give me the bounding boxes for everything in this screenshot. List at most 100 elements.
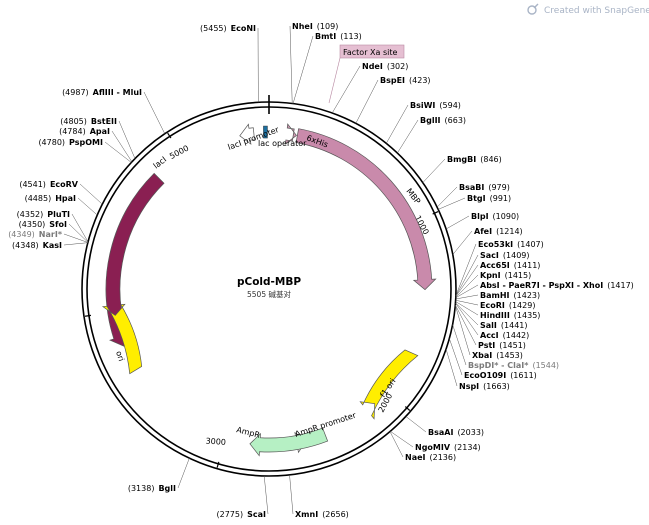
plasmid-name: pCold-MBP	[237, 276, 301, 288]
site-position: (1441)	[501, 321, 528, 330]
site-name: BamHI	[480, 291, 510, 300]
site-position: (594)	[439, 101, 461, 110]
site-position: (979)	[488, 183, 510, 192]
restriction-site: BsaAI (2033)	[428, 428, 484, 437]
ori-feature	[101, 303, 143, 375]
site-name: XmnI	[295, 510, 318, 519]
site-name: SfoI	[49, 220, 67, 229]
AmpR-feature	[249, 427, 329, 457]
restriction-site: (4805) BstEII	[60, 117, 117, 126]
site-position: (991)	[490, 194, 512, 203]
restriction-site: AbsI - PaeR7I - PspXI - XhoI (1417)	[480, 281, 634, 290]
site-position: (1611)	[510, 371, 537, 380]
restriction-site: BlpI (1090)	[471, 212, 519, 221]
watermark: Created with SnapGene®	[527, 3, 649, 16]
snapgene-logo-icon	[527, 3, 539, 15]
site-name: EcoRV	[50, 180, 79, 189]
tick-mark	[216, 461, 220, 468]
center-title: pCold-MBP 5505 碱基对	[237, 276, 301, 299]
site-name: BspDI* - ClaI*	[468, 361, 529, 370]
restriction-site: AfeI (1214)	[474, 227, 523, 236]
AmpR-promoter-label: AmpR promoter	[294, 410, 358, 438]
restriction-site: (4350) SfoI	[19, 220, 67, 229]
restriction-site: (2775) ScaI	[217, 510, 267, 519]
site-position: (2134)	[454, 443, 481, 452]
site-position: (1435)	[514, 311, 541, 320]
tick-label: 3000	[205, 437, 226, 447]
site-name: BglI	[158, 484, 176, 493]
backbone	[81, 101, 457, 477]
restriction-site: XbaI (1453)	[472, 351, 523, 360]
site-position: (2775)	[217, 510, 244, 519]
restriction-site: BsaBI (979)	[459, 183, 510, 192]
site-name: AflIII - MluI	[93, 88, 142, 97]
site-name: XbaI	[472, 351, 492, 360]
site-name: BsiWI	[410, 101, 435, 110]
f1-ori-feature	[359, 349, 419, 420]
site-position: (113)	[340, 32, 362, 41]
site-name: HindIII	[480, 311, 510, 320]
restriction-site: (5455) EcoNI	[200, 24, 256, 33]
site-position: (4348)	[12, 241, 39, 250]
site-position: (1544)	[532, 361, 559, 370]
site-position: (1423)	[514, 291, 541, 300]
site-position: (1407)	[517, 240, 544, 249]
site-leader-lines	[63, 25, 479, 515]
restriction-site: (4784) ApaI	[59, 127, 110, 136]
site-position: (1442)	[503, 331, 530, 340]
restriction-site: SalI (1441)	[480, 321, 528, 330]
site-name: PstI	[478, 341, 495, 350]
site-position: (1451)	[499, 341, 526, 350]
restriction-site: (4348) KasI	[12, 241, 62, 250]
restriction-site: Acc65I (1411)	[480, 261, 540, 270]
site-position: (663)	[445, 116, 467, 125]
site-name: BglII	[420, 116, 441, 125]
site-position: (4350)	[19, 220, 46, 229]
restriction-site: XmnI (2656)	[295, 510, 349, 519]
restriction-site: HindIII (1435)	[480, 311, 540, 320]
site-name: EcoRI	[480, 301, 505, 310]
site-name: BspEI	[380, 76, 405, 85]
site-name: AccI	[480, 331, 499, 340]
restriction-site: AccI (1442)	[480, 331, 529, 340]
site-position: (302)	[387, 62, 409, 71]
restriction-site: (4352) PluTI	[17, 210, 70, 219]
restriction-site: NaeI (2136)	[405, 453, 456, 462]
site-position: (1453)	[496, 351, 523, 360]
restriction-site: EcoO109I (1611)	[464, 371, 537, 380]
site-position: (846)	[480, 155, 502, 164]
site-position: (1415)	[505, 271, 532, 280]
site-position: (4349)	[8, 230, 35, 239]
factor-xa-box	[339, 44, 405, 59]
ori-label: ori	[114, 350, 126, 363]
site-position: (4541)	[19, 180, 46, 189]
site-name: BmtI	[315, 32, 336, 41]
site-name: EcoO109I	[464, 371, 506, 380]
restriction-site: NdeI (302)	[362, 62, 408, 71]
site-position: (1090)	[493, 212, 520, 221]
tick-mark	[404, 406, 411, 411]
tick-mark	[432, 211, 439, 215]
site-position: (3138)	[128, 484, 155, 493]
site-name: KasI	[43, 241, 62, 250]
restriction-site: EcoRI (1429)	[480, 301, 535, 310]
site-position: (423)	[409, 76, 431, 85]
site-name: NgoMIV	[415, 443, 451, 452]
restriction-site: BsiWI (594)	[410, 101, 461, 110]
site-name: PspOMI	[69, 138, 103, 147]
site-position: (1429)	[509, 301, 536, 310]
site-name: ScaI	[247, 510, 266, 519]
site-position: (4485)	[25, 194, 52, 203]
site-name: AbsI - PaeR7I - PspXI - XhoI	[480, 281, 603, 290]
restriction-site: NheI (109)	[292, 22, 338, 31]
restriction-site: BglII (663)	[420, 116, 466, 125]
site-name: NarI*	[39, 230, 63, 239]
sixxhis-feature	[284, 123, 297, 145]
restriction-site: (4541) EcoRV	[19, 180, 78, 189]
site-name: KpnI	[480, 271, 501, 280]
restriction-site: BtgI (991)	[467, 194, 511, 203]
site-name: EcoNI	[231, 24, 256, 33]
restriction-site: NgoMIV (2134)	[415, 443, 481, 452]
site-name: BsaAI	[428, 428, 453, 437]
